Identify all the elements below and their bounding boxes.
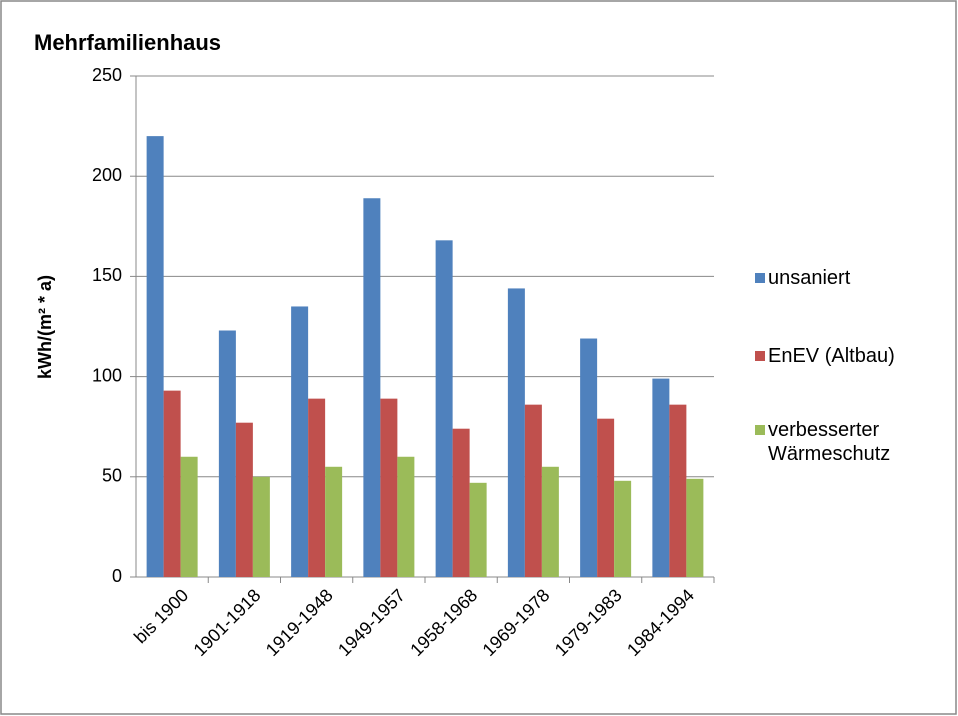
y-tick-label: 200 [92, 165, 122, 185]
legend-label: EnEV (Altbau) [768, 345, 895, 367]
legend-swatch [755, 273, 765, 283]
bar [686, 478, 704, 577]
bar [235, 422, 253, 577]
bar [669, 404, 687, 577]
bar [252, 476, 270, 577]
y-tick-label: 100 [92, 365, 122, 385]
legend-swatch [755, 425, 765, 435]
bar [541, 466, 559, 577]
y-axis-label: kWh/(m² * a) [35, 275, 55, 379]
bar [308, 398, 326, 577]
bar [580, 338, 598, 577]
bar [507, 288, 525, 577]
legend-label: verbesserter Wärmeschutz [768, 419, 891, 465]
bar [180, 456, 198, 577]
bar [163, 390, 181, 577]
legend-label: unsaniert [768, 267, 851, 289]
bar [325, 466, 343, 577]
y-tick-label: 150 [92, 265, 122, 285]
bar [452, 428, 470, 577]
chart-title: Mehrfamilienhaus [34, 30, 221, 55]
y-tick-label: 50 [102, 466, 122, 486]
legend-swatch [755, 351, 765, 361]
bar [146, 136, 164, 577]
bar [380, 398, 398, 577]
bar [652, 378, 670, 577]
bar [435, 240, 453, 577]
bar [291, 306, 309, 577]
bar [363, 198, 381, 577]
bar [469, 482, 487, 577]
bar [524, 404, 542, 577]
y-tick-label: 0 [112, 566, 122, 586]
bar [614, 480, 632, 577]
bar [397, 456, 415, 577]
bar [218, 330, 236, 577]
bar [597, 418, 615, 577]
y-tick-label: 250 [92, 65, 122, 85]
